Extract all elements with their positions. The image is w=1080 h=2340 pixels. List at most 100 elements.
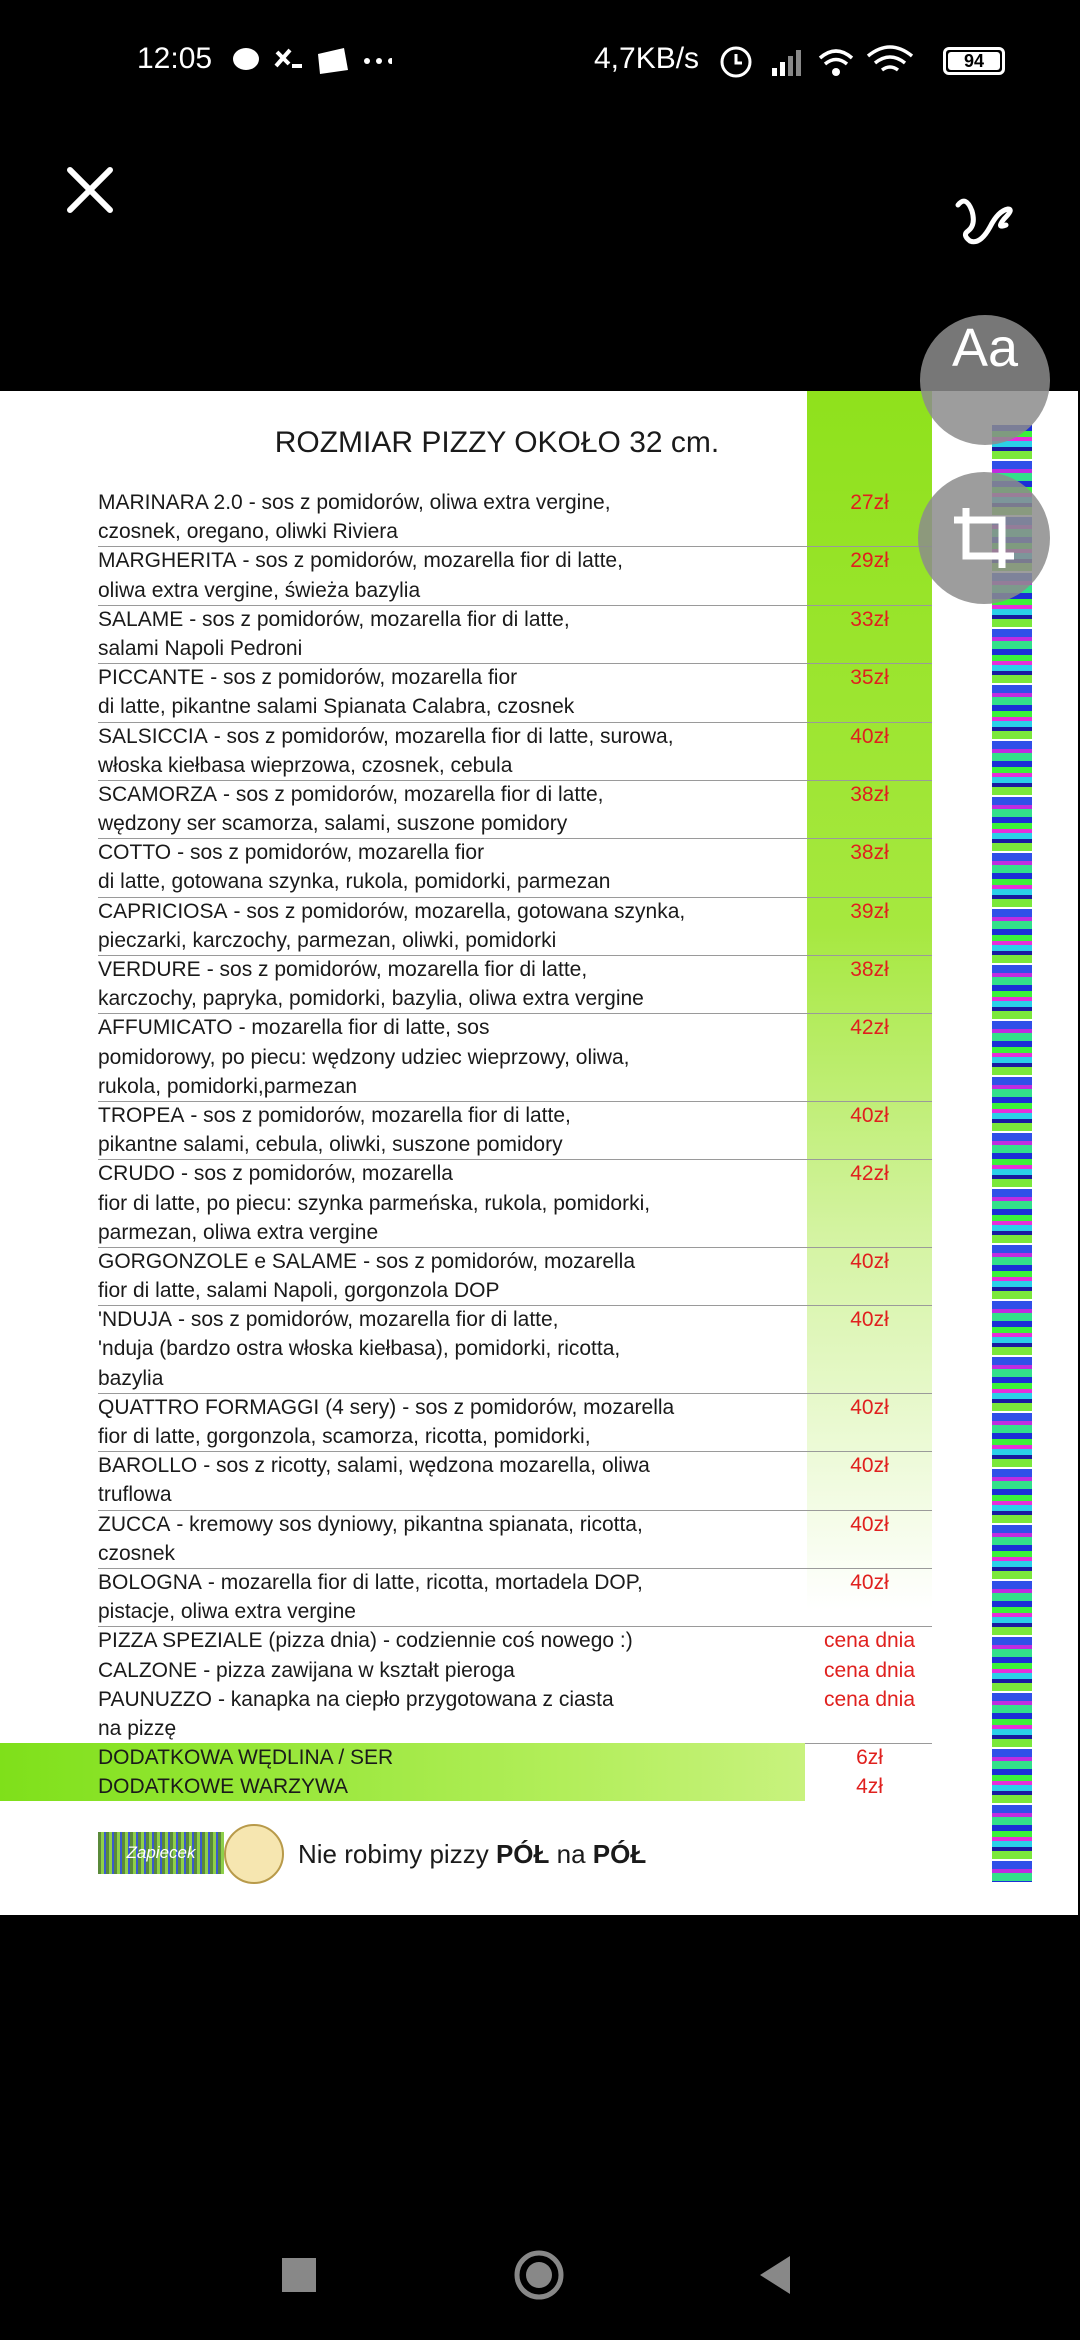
item-description: - sos z pomidorów, mozarella fior di lat… [178, 1308, 559, 1332]
price-column [807, 391, 932, 1915]
system-icons [720, 45, 914, 78]
battery-level: 94 [948, 52, 1000, 70]
item-name: CAPRICIOSA [98, 899, 228, 923]
item-line: rukola, pomidorki,parmezan [98, 1072, 932, 1101]
item-line: QUATTRO FORMAGGI (4 sery) - sos z pomidor… [98, 1393, 932, 1422]
menu-item: SALSICCIA - sos z pomidorów, mozarella fi… [98, 722, 932, 781]
item-line: di latte, gotowana szynka, rukola, pomid… [98, 867, 932, 896]
menu-item: GORGONZOLE e SALAME - sos z pomidorów, mo… [98, 1247, 932, 1307]
extra-name: DODATKOWA WĘDLINA / SER [98, 1746, 394, 1770]
doodle-button[interactable] [950, 175, 1020, 245]
item-description: - sos z pomidorów, mozarella fior di lat… [242, 549, 623, 573]
menu-item: SALAME - sos z pomidorów, mozarella fior … [98, 605, 932, 665]
item-description: pistacje, oliwa extra vergine [98, 1600, 356, 1624]
footer-note: Nie robimy pizzy PÓŁ na PÓŁ [298, 1834, 646, 1874]
battery: 94 [943, 47, 1005, 75]
item-name: CALZONE [98, 1658, 198, 1682]
item-line: wędzony ser scamorza, salami, suszone po… [98, 809, 932, 838]
item-description: bazylia [98, 1366, 164, 1390]
item-description: di latte, gotowana szynka, rukola, pomid… [98, 870, 611, 894]
item-price: 38zł [850, 958, 889, 981]
item-description: karczochy, papryka, pomidorki, bazylia, … [98, 987, 644, 1011]
item-description: - sos z pomidorów, mozarella [363, 1249, 636, 1273]
item-price: 40zł [850, 1512, 889, 1536]
item-line: włoska kiełbasa wieprzowa, czosnek, cebu… [98, 751, 932, 780]
item-description: di latte, pikantne salami Spianata Calab… [98, 695, 575, 719]
item-line: 'nduja (bardzo ostra włoska kiełbasa), p… [98, 1334, 932, 1363]
item-name: VERDURE [98, 958, 201, 981]
item-line: na pizzę [98, 1714, 932, 1743]
item-line: czosnek, oregano, oliwki Riviera [98, 517, 932, 546]
item-name: AFFUMICATO [98, 1016, 233, 1040]
item-price: 42zł [850, 1016, 889, 1040]
home-button[interactable] [514, 2250, 564, 2300]
item-line: MARINARA 2.0- sos z pomidorów, oliwa ext… [98, 488, 932, 517]
item-line: CRUDO - sos z pomidorów, mozarella [98, 1159, 932, 1188]
item-price: 40zł [850, 724, 889, 748]
menu-item: COTTO - sos z pomidorów, mozarella fior di… [98, 838, 932, 898]
crop-button[interactable] [918, 472, 1050, 604]
item-line: CALZONE - pizza zawijana w kształt pierog… [98, 1656, 932, 1685]
item-line: czosnek [98, 1539, 932, 1568]
item-line: SCAMORZA - sos z pomidorów, mozarella fio… [98, 780, 932, 809]
item-description: - sos z pomidorów, mozarella fior di lat… [190, 1103, 571, 1127]
close-button[interactable] [60, 160, 120, 220]
logo: Zapiecek [98, 1832, 224, 1874]
item-line: PAUNUZZO - kanapka na ciepło przygotowana… [98, 1685, 932, 1714]
item-name: GORGONZOLE e SALAME [98, 1249, 358, 1273]
item-description: - sos z pomidorów, mozarella fior di lat… [213, 724, 674, 748]
item-name: PAUNUZZO [98, 1687, 212, 1711]
item-name: TROPEA [98, 1103, 185, 1127]
item-description: - sos z ricotty, salami, wędzona mozarel… [203, 1454, 650, 1478]
text-button[interactable]: Aa [920, 315, 1050, 445]
extra-name: DODATKOWE WARZYWA [98, 1775, 349, 1799]
back-button[interactable] [760, 2256, 790, 2294]
item-description: - mozarella fior di latte, ricotta, mort… [207, 1570, 643, 1594]
menu-item: CRUDO - sos z pomidorów, mozarella fior di… [98, 1159, 932, 1248]
menu-item: BOLOGNA - mozarella fior di latte, ricott… [98, 1568, 932, 1628]
item-description: salami Napoli Pedroni [98, 636, 303, 660]
item-price: 40zł [850, 1249, 889, 1273]
item-description: włoska kiełbasa wieprzowa, czosnek, cebu… [98, 753, 513, 777]
item-description: - sos z pomidorów, mozarella fior di lat… [223, 782, 604, 806]
item-line: bazylia [98, 1364, 932, 1393]
item-price: 35zł [850, 666, 889, 690]
menu-item: QUATTRO FORMAGGI (4 sery) - sos z pomidor… [98, 1393, 932, 1453]
item-price: 40zł [850, 1395, 889, 1419]
item-description: - codziennie coś nowego :) [382, 1629, 633, 1653]
item-line: PIZZA SPEZIALE (pizza dnia) - codziennie … [98, 1626, 932, 1655]
item-description: czosnek [98, 1541, 176, 1565]
item-price: 40zł [850, 1103, 889, 1127]
navigation-bar [282, 2250, 790, 2300]
item-line: pikantne salami, cebula, oliwki, suszone… [98, 1130, 932, 1159]
extra-highlight [0, 1743, 805, 1773]
item-line: GORGONZOLE e SALAME - sos z pomidorów, mo… [98, 1247, 932, 1276]
item-description: czosnek, oregano, oliwki Riviera [98, 520, 398, 544]
menu-item: CALZONE - pizza zawijana w kształt pierog… [98, 1656, 932, 1685]
item-line: oliwa extra vergine, świeża bazylia [98, 576, 932, 605]
item-line: ZUCCA - kremowy sos dyniowy, pikantna spi… [98, 1510, 932, 1539]
menu-item: 'NDUJA - sos z pomidorów, mozarella fior … [98, 1305, 932, 1394]
logo-badge [224, 1824, 284, 1884]
item-line: PICCANTE - sos z pomidorów, mozarella fio… [98, 663, 932, 692]
menu-item: VERDURE - sos z pomidorów, mozarella fior… [98, 955, 932, 1015]
item-description: fior di latte, salami Napoli, gorgonzola… [98, 1279, 500, 1303]
item-name: COTTO [98, 841, 172, 865]
menu-title: ROZMIAR PIZZY OKOŁO 32 cm. [274, 426, 720, 459]
item-name: SCAMORZA [98, 782, 218, 806]
item-description: pomidorowy, po piecu: wędzony udziec wie… [98, 1045, 630, 1069]
item-price: cena dnia [823, 1687, 916, 1711]
item-price: 27zł [850, 491, 889, 514]
item-description: 'nduja (bardzo ostra włoska kiełbasa), p… [98, 1337, 621, 1361]
item-line: TROPEA - sos z pomidorów, mozarella fior … [98, 1101, 932, 1130]
menu-item: BAROLLO - sos z ricotty, salami, wędzona … [98, 1451, 932, 1511]
item-description: wędzony ser scamorza, salami, suszone po… [98, 812, 568, 836]
item-description: - sos z pomidorów, mozarella fior [177, 841, 485, 865]
item-line: 'NDUJA - sos z pomidorów, mozarella fior … [98, 1305, 932, 1334]
item-description: - sos z pomidorów, mozarella fior [210, 666, 518, 690]
item-price: cena dnia [823, 1629, 916, 1653]
extra-item: DODATKOWE WARZYWA 4zł [0, 1772, 932, 1802]
recents-button[interactable] [282, 2258, 316, 2292]
item-description: - pizza zawijana w kształt pieroga [203, 1658, 515, 1682]
